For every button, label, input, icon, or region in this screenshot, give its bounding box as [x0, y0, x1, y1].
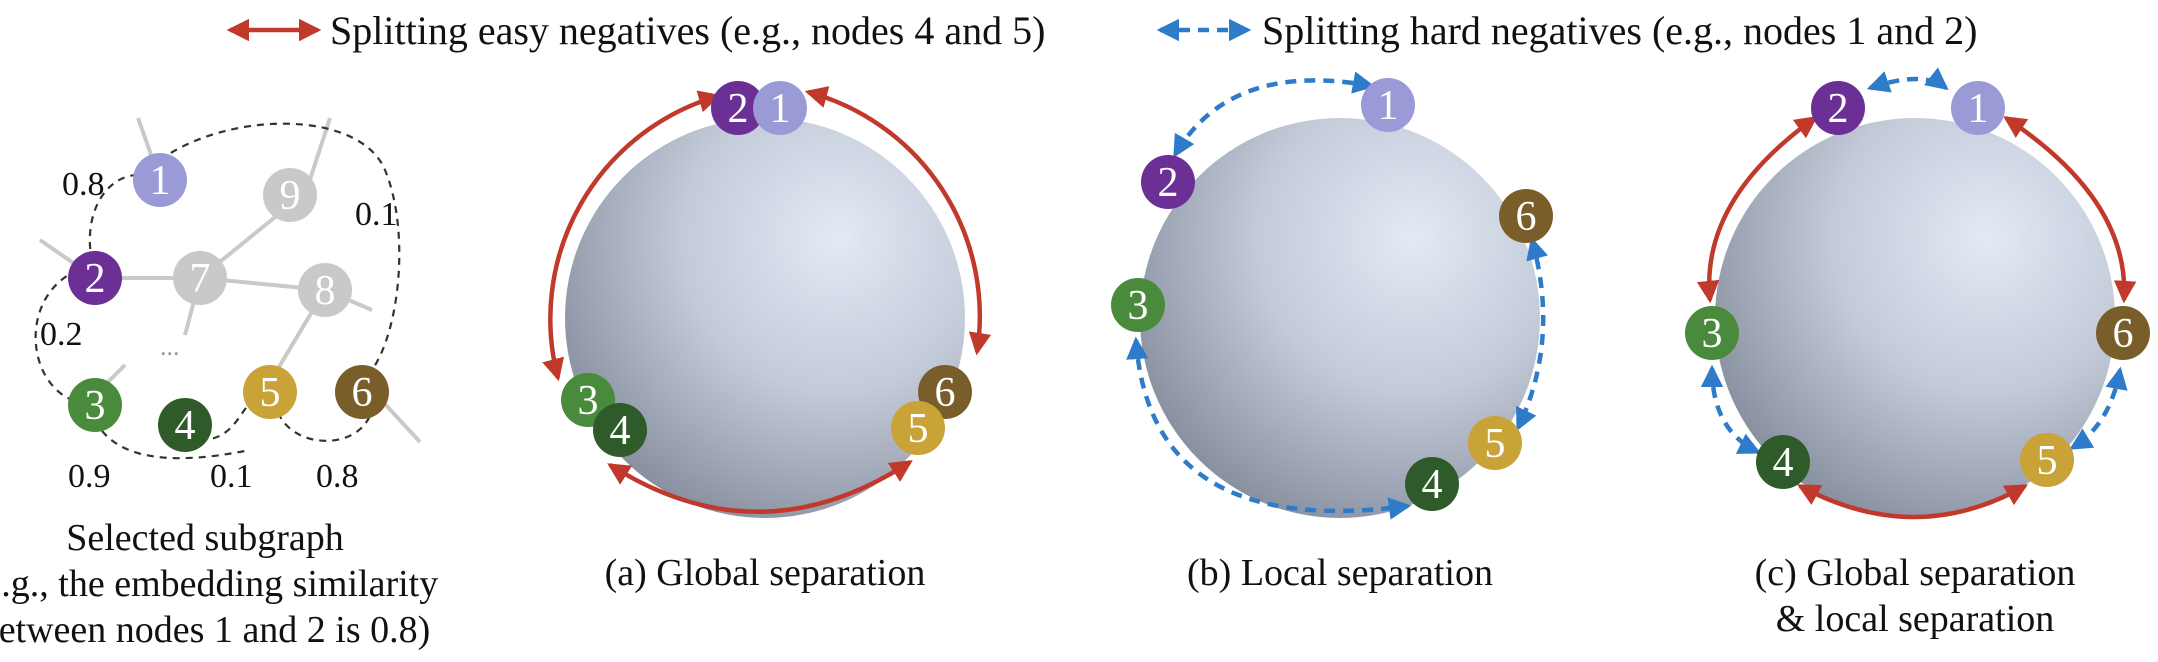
subgraph-caption-line2: (e.g., the embedding similarity: [0, 563, 438, 605]
svg-text:2: 2: [1828, 86, 1849, 132]
svg-text:7: 7: [190, 256, 211, 302]
node-2: 2: [1811, 81, 1865, 135]
sim-label-1-2: 0.8: [62, 166, 105, 203]
svg-text:4: 4: [1422, 462, 1443, 508]
node-6: 6: [1499, 189, 1553, 243]
hard-arrow-6-5: [1515, 236, 1548, 432]
svg-text:6: 6: [2113, 311, 2134, 357]
panel-c-caption-line1: (c) Global separation: [1755, 552, 2076, 594]
panel-local-separation: 1 2 6 3 5 4 (b) Local separation: [1111, 71, 1553, 594]
svg-text:3: 3: [1128, 283, 1149, 329]
node-1: 1: [1951, 81, 2005, 135]
easy-arrow-1-6: [804, 86, 992, 356]
sim-label-4-5: 0.1: [210, 458, 253, 495]
sim-label-1-6: 0.1: [355, 196, 398, 233]
svg-text:3: 3: [578, 378, 599, 424]
easy-arrow-4-5: [1797, 484, 2028, 520]
node-2: 2: [711, 81, 765, 135]
node-4: 4: [1756, 435, 1810, 489]
svg-text:2: 2: [85, 256, 106, 302]
sim-label-3-4: 0.9: [68, 458, 111, 495]
svg-text:1: 1: [1378, 83, 1399, 129]
svg-text:4: 4: [1773, 440, 1794, 486]
easy-arrow-2-3: [542, 90, 722, 382]
svg-text:4: 4: [610, 408, 631, 454]
svg-text:2: 2: [1158, 160, 1179, 206]
legend-easy-label: Splitting easy negatives (e.g., nodes 4 …: [330, 8, 1045, 53]
graph-node-4: 4: [158, 398, 212, 452]
subgraph-panel: ... 0.8 0.1 0.2 0.9 0.1 0.8 7 8 9: [0, 117, 438, 651]
panel-c-caption-line2: & local separation: [1776, 598, 2055, 640]
svg-text:8: 8: [315, 268, 336, 314]
panel-global-local-separation: 2 1 3 6 4 5 (c) Global separation & loca…: [1685, 67, 2150, 640]
svg-text:6: 6: [352, 370, 373, 416]
sim-label-5-6: 0.8: [316, 458, 359, 495]
panel-global-separation: 2 1 3 4 6 5 (a) Global separation: [542, 81, 992, 594]
svg-text:1: 1: [150, 158, 171, 204]
graph-node-2: 2: [68, 251, 122, 305]
svg-text:1: 1: [770, 86, 791, 132]
hard-arrow-2-1: [1866, 67, 1949, 93]
node-1: 1: [753, 81, 807, 135]
svg-text:3: 3: [1702, 311, 1723, 357]
subgraph-caption-line3: between nodes 1 and 2 is 0.8): [0, 609, 430, 651]
legend-hard: Splitting hard negatives (e.g., nodes 1 …: [1156, 8, 1977, 53]
svg-text:4: 4: [175, 403, 196, 449]
svg-text:3: 3: [85, 383, 106, 429]
easy-arrow-1-6: [2003, 116, 2137, 304]
node-3: 3: [1111, 278, 1165, 332]
loop-3-4: [94, 419, 251, 460]
graph-node-9: 9: [263, 168, 317, 222]
svg-text:5: 5: [2037, 438, 2058, 484]
sim-label-2-3: 0.2: [40, 316, 83, 353]
graph-ellipsis: ...: [160, 332, 180, 361]
node-5: 5: [1468, 416, 1522, 470]
loop-1-6: [159, 122, 401, 371]
node-4: 4: [1405, 457, 1459, 511]
graph-node-5: 5: [243, 365, 297, 419]
easy-arrow-4-5: [607, 460, 913, 514]
node-1: 1: [1361, 78, 1415, 132]
hard-arrow-6-5: [2069, 366, 2128, 450]
legend-easy: Splitting easy negatives (e.g., nodes 4 …: [226, 8, 1045, 53]
node-5: 5: [891, 401, 945, 455]
node-6: 6: [2096, 306, 2150, 360]
graph-node-7: 7: [173, 251, 227, 305]
graph-node-6: 6: [335, 365, 389, 419]
panel-a-caption: (a) Global separation: [605, 552, 926, 594]
subgraph-caption-line1: Selected subgraph: [66, 517, 344, 559]
hard-arrow-1-2: [1173, 71, 1376, 158]
svg-text:2: 2: [728, 86, 749, 132]
graph-node-3: 3: [68, 378, 122, 432]
hypersphere: [565, 118, 965, 518]
svg-text:6: 6: [935, 370, 956, 416]
node-3: 3: [1685, 306, 1739, 360]
node-4: 4: [593, 403, 647, 457]
loop-2-3: [34, 268, 79, 402]
panel-b-caption: (b) Local separation: [1187, 552, 1493, 594]
svg-text:5: 5: [1485, 421, 1506, 467]
legend-hard-label: Splitting hard negatives (e.g., nodes 1 …: [1262, 8, 1977, 53]
graph-node-1: 1: [133, 153, 187, 207]
svg-text:6: 6: [1516, 194, 1537, 240]
node-5: 5: [2020, 433, 2074, 487]
svg-text:5: 5: [908, 406, 929, 452]
loop-4-5: [199, 394, 263, 442]
node-2: 2: [1141, 155, 1195, 209]
easy-arrow-2-3: [1696, 116, 1818, 304]
svg-text:1: 1: [1968, 86, 1989, 132]
graph-node-8: 8: [298, 263, 352, 317]
svg-text:9: 9: [280, 173, 301, 219]
svg-text:5: 5: [260, 370, 281, 416]
